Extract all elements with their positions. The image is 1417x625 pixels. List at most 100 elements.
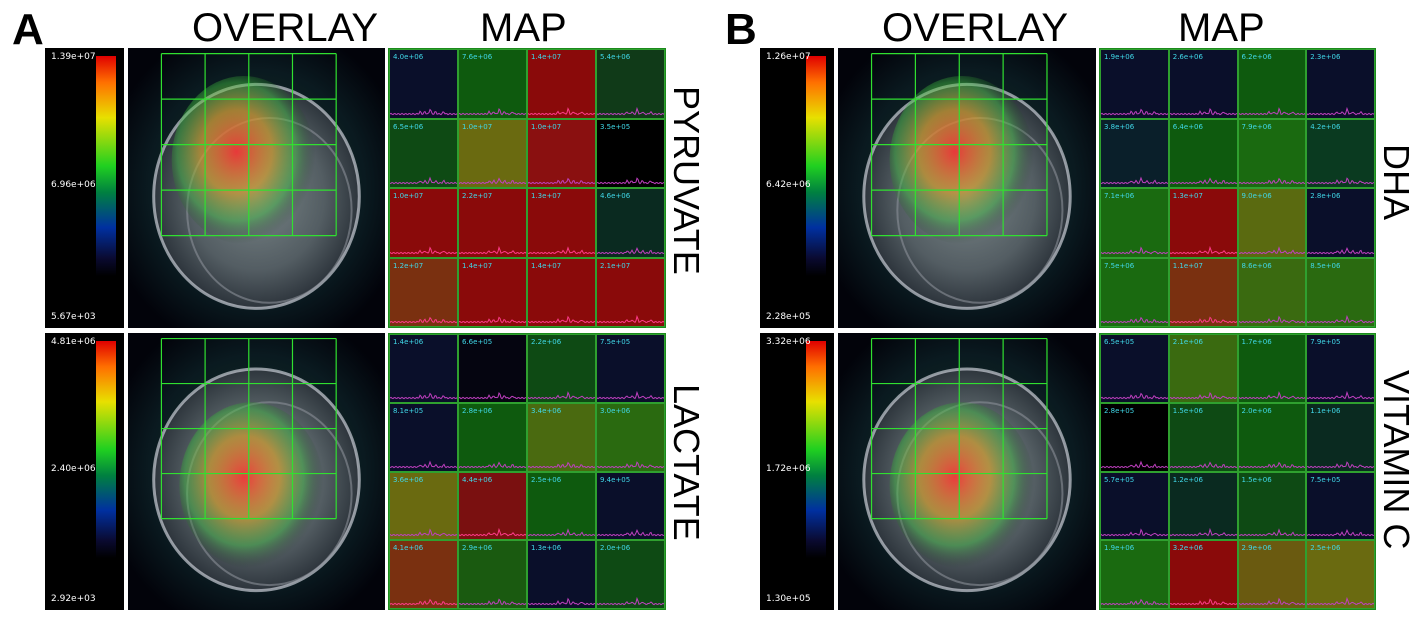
- dha-spectrum-trace: [1169, 316, 1237, 324]
- vitamin-c-map-cell-value: 1.9e+06: [1104, 544, 1135, 553]
- pyruvate-spectrum-trace: [528, 245, 595, 254]
- lactate-map-cell: 6.6e+05: [458, 334, 527, 403]
- dha-map-cell-value: 6.2e+06: [1241, 53, 1272, 61]
- dha-spectrum-trace: [1238, 177, 1306, 185]
- lactate-spectrum-trace: [528, 528, 595, 537]
- pyruvate-map-cell: 1.0e+07: [527, 118, 596, 188]
- vitamin-c-scale-max-label: 3.32e+06: [766, 337, 811, 347]
- pyruvate-map-cell-value: 2.2e+07: [462, 192, 493, 200]
- dha-map-cell: 7.5e+06: [1100, 257, 1169, 327]
- dha-map-cell: 6.2e+06: [1237, 49, 1307, 119]
- pyruvate-scale-bar: 1.39e+07 6.96e+06 5.67e+03: [45, 48, 124, 328]
- vitamin-c-map-cell: 2.5e+06: [1306, 540, 1375, 609]
- pyruvate-spectrum-trace: [459, 177, 526, 185]
- vitamin-c-label: VITAMIN C: [1376, 370, 1417, 550]
- dha-map-cell-value: 4.2e+06: [1310, 122, 1341, 131]
- pyruvate-map-cell-value: 2.1e+07: [600, 261, 631, 270]
- vitamin-c-map-cell-value: 1.5e+06: [1172, 406, 1203, 415]
- vitamin-c-spectrum-trace: [1238, 461, 1306, 468]
- vitamin-c-spectrum-trace: [1101, 392, 1168, 399]
- panel-a-overlay-title: OVERLAY: [192, 6, 378, 50]
- vitamin-c-map-cell: 2.1e+06: [1168, 334, 1238, 403]
- dha-map-cell-value: 8.6e+06: [1241, 261, 1272, 270]
- vitamin-c-spectrum-trace: [1169, 598, 1237, 606]
- dha-map-cell: 6.4e+06: [1168, 118, 1238, 188]
- dha-spectrum-trace: [1238, 106, 1306, 115]
- pyruvate-spectrum-trace: [390, 108, 457, 115]
- dha-map-cell-value: 7.9e+06: [1241, 122, 1272, 131]
- dha-map-cell-value: 8.5e+06: [1310, 261, 1341, 270]
- vitamin-c-map-cell-value: 2.8e+05: [1104, 406, 1135, 415]
- vitamin-c-map-cell-value: 1.2e+06: [1172, 475, 1203, 484]
- dha-spectrum-trace: [1101, 108, 1168, 115]
- lactate-colormap-gradient: [96, 341, 116, 558]
- vitamin-c-map-cell-value: 1.7e+06: [1241, 338, 1272, 346]
- dha-spectrum-trace: [1307, 177, 1375, 185]
- dha-spectrum-trace: [1307, 314, 1375, 324]
- dha-map-cell: 7.9e+06: [1237, 118, 1307, 188]
- lactate-map-cell: 1.4e+06: [389, 334, 458, 403]
- vitamin-c-scale-mid-label: 1.72e+06: [766, 463, 811, 474]
- vitamin-c-map-cell: 1.5e+06: [1237, 471, 1307, 541]
- pyruvate-scale-mid-label: 6.96e+06: [51, 180, 96, 190]
- pyruvate-spectrum-trace: [459, 107, 526, 115]
- lactate-map-cell-value: 4.1e+06: [393, 544, 424, 553]
- pyruvate-map-cell: 1.0e+07: [389, 188, 458, 258]
- dha-spectrum-trace: [1307, 246, 1375, 254]
- lactate-map-cell-value: 1.4e+06: [393, 338, 424, 346]
- pyruvate-spectrum-trace: [459, 245, 526, 254]
- dha-map-cell: 8.6e+06: [1237, 257, 1307, 327]
- vitamin-c-map-cell: 2.9e+06: [1237, 540, 1307, 609]
- lactate-spectrum-trace: [390, 459, 457, 468]
- lactate-spectrum-trace: [390, 392, 457, 399]
- lactate-map-cell: 2.8e+06: [458, 402, 527, 472]
- dha-map-cell: 7.1e+06: [1100, 188, 1169, 258]
- lactate-map-cell-value: 8.1e+05: [393, 406, 424, 415]
- dha-spectrum-trace: [1238, 245, 1306, 254]
- vitamin-c-overlay-svg: [838, 333, 1096, 610]
- lactate-map-cell: 2.5e+06: [527, 471, 596, 541]
- dha-overlay-svg: [838, 48, 1096, 328]
- dha-map-cell: 2.6e+06: [1168, 49, 1238, 119]
- vitamin-c-map-cell: 5.7e+05: [1100, 471, 1169, 541]
- lactate-spectrum-trace: [459, 460, 526, 468]
- dha-map-grid: 1.9e+06 2.6e+06 6.2e+06 2.3e+06 3.8e+06 6.4e+…: [1099, 48, 1376, 328]
- lactate-spectrum-trace: [390, 598, 457, 606]
- pyruvate-map-cell-value: 1.3e+07: [531, 192, 562, 200]
- dha-map-cell: 2.3e+06: [1306, 49, 1375, 119]
- vitamin-c-map-grid: 6.5e+05 2.1e+06 1.7e+06 7.9e+05 2.8e+05 1.5e+…: [1099, 333, 1376, 610]
- vitamin-c-map-cell: 1.9e+06: [1100, 540, 1169, 609]
- lactate-spectrum-trace: [597, 390, 664, 399]
- dha-map-cell-value: 3.8e+06: [1104, 122, 1135, 131]
- vitamin-c-spectrum-trace: [1307, 596, 1375, 606]
- pyruvate-map-cell-value: 1.4e+07: [531, 53, 562, 61]
- vitamin-c-map-cell: 3.2e+06: [1168, 540, 1238, 609]
- pyruvate-map-cell-value: 1.2e+07: [393, 261, 424, 270]
- vitamin-c-map-cell-value: 2.0e+06: [1241, 406, 1272, 415]
- pyruvate-map-cell: 2.2e+07: [458, 188, 527, 258]
- dha-map-cell-value: 1.9e+06: [1104, 53, 1135, 61]
- vitamin-c-spectrum-trace: [1169, 391, 1237, 400]
- lactate-map-cell-value: 3.6e+06: [393, 475, 424, 484]
- pyruvate-map-cell-value: 1.4e+07: [462, 261, 493, 270]
- vitamin-c-map-cell-value: 5.7e+05: [1104, 475, 1135, 484]
- pyruvate-map-cell: 5.4e+06: [596, 49, 665, 119]
- pyruvate-map-cell-value: 5.4e+06: [600, 53, 631, 61]
- lactate-spectrum-trace: [528, 390, 595, 399]
- lactate-map-cell: 3.6e+06: [389, 471, 458, 541]
- pyruvate-map-cell: 3.5e+05: [596, 118, 665, 188]
- dha-map-cell-value: 2.6e+06: [1172, 53, 1203, 61]
- lactate-map-cell-value: 1.3e+06: [531, 544, 562, 553]
- pyruvate-map-cell: 1.0e+07: [458, 118, 527, 188]
- dha-label: DHA: [1376, 144, 1417, 221]
- lactate-map-cell-value: 3.4e+06: [531, 406, 562, 415]
- lactate-map-cell: 4.4e+06: [458, 471, 527, 541]
- pyruvate-scale-min-label: 5.67e+03: [51, 312, 96, 322]
- pyruvate-spectrum-trace: [597, 314, 664, 324]
- pyruvate-spectrum-trace: [390, 316, 457, 324]
- panel-a-map-title: MAP: [480, 6, 567, 50]
- dha-spectrum-trace: [1238, 315, 1306, 324]
- pyruvate-map-grid: 4.0e+06 7.6e+06 1.4e+07 5.4e+06 6.5e+06 1.0e+…: [388, 48, 666, 328]
- dha-map-cell-value: 1.3e+07: [1172, 192, 1203, 200]
- vitamin-c-spectrum-trace: [1169, 528, 1237, 537]
